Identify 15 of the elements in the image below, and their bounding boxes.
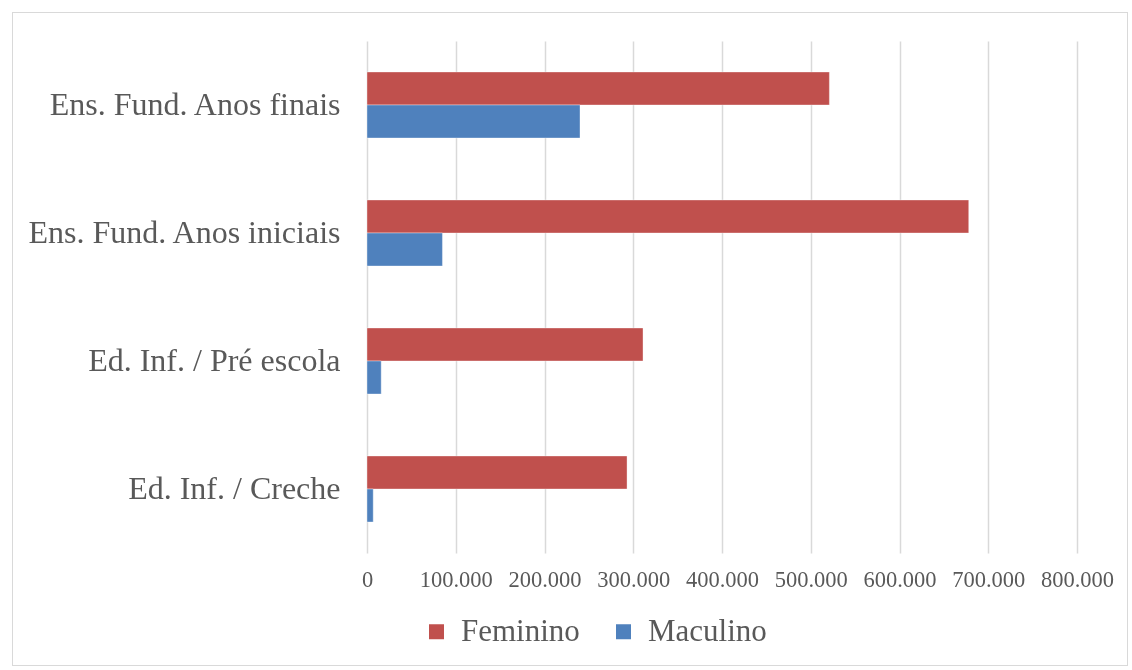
x-tick-label: 100.000 xyxy=(419,566,493,592)
legend-label: Maculino xyxy=(648,612,767,648)
x-tick-label: 600.000 xyxy=(863,566,937,592)
legend-label: Feminino xyxy=(461,612,580,648)
y-tick-label: Ens. Fund. Anos finais xyxy=(49,86,341,122)
y-tick-label: Ed. Inf. / Pré escola xyxy=(88,342,341,378)
x-tick-label: 500.000 xyxy=(774,566,848,592)
y-tick-label: Ens. Fund. Anos iniciais xyxy=(28,214,341,250)
x-tick-label: 200.000 xyxy=(508,566,582,592)
y-tick-label: Ed. Inf. / Creche xyxy=(128,470,341,506)
x-tick-label: 300.000 xyxy=(597,566,671,592)
x-tick-label: 400.000 xyxy=(685,566,760,592)
x-tick-label: 800.000 xyxy=(1040,566,1115,592)
x-tick-label: 0 xyxy=(361,566,374,592)
x-tick-label: 700.000 xyxy=(952,566,1026,592)
